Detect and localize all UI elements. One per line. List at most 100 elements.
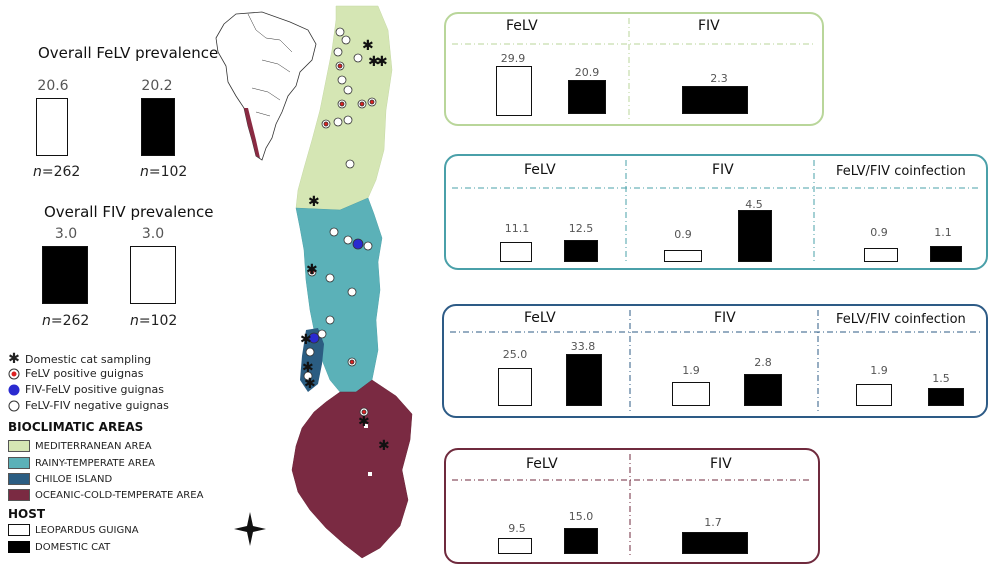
legend-area-mediterranean: MEDITERRANEAN AREA xyxy=(8,440,152,452)
bar-value: 33.8 xyxy=(570,340,596,353)
bar-value: 20.9 xyxy=(574,66,600,79)
overall-felv-title: Overall FeLV prevalence xyxy=(38,44,219,62)
bar-value: 29.9 xyxy=(500,52,526,65)
bar-guigna xyxy=(500,242,532,262)
legend-host-title: HOST xyxy=(8,507,46,521)
south-america-inset-map xyxy=(215,11,317,161)
oceanic-region xyxy=(291,379,413,559)
bar-value: 15.0 xyxy=(568,510,594,523)
rainy-swatch xyxy=(8,457,30,469)
bar-cat xyxy=(564,528,598,554)
bar-cat xyxy=(564,240,598,262)
svg-text:✱: ✱ xyxy=(306,262,318,278)
legend-areas-title: BIOCLIMATIC AREAS xyxy=(8,420,144,434)
domestic-cat-markers: ✱ ✱ ✱ ✱ ✱ ✱ ✱ ✱ ✱ ✱ xyxy=(300,38,390,454)
panel-rainy: FeLV FIV FeLV/FIV coinfection 11.1 12.5 … xyxy=(444,154,988,270)
legend-area-oceanic: OCEANIC-COLD-TEMPERATE AREA xyxy=(8,489,203,501)
bar-guigna xyxy=(664,250,702,262)
bar-value: 0.9 xyxy=(870,226,888,239)
panel-mediterranean-fiv-title: FIV xyxy=(698,18,720,34)
overall-fiv-value-cat: 3.0 xyxy=(141,226,165,242)
bar-value: 4.5 xyxy=(745,198,763,211)
overall-fiv-n-cat: n=102 xyxy=(130,313,178,329)
bar-value: 1.9 xyxy=(870,364,888,377)
svg-text:✱: ✱ xyxy=(368,54,380,70)
blue-dot-icon xyxy=(8,384,20,395)
overall-felv-n-cat: n=102 xyxy=(140,164,188,180)
svg-text:✱: ✱ xyxy=(302,360,314,376)
legend-area-rainy: RAINY-TEMPERATE AREA xyxy=(8,457,155,469)
overall-fiv-title: Overall FIV prevalence xyxy=(44,203,214,221)
bar-value: 25.0 xyxy=(502,348,528,361)
bar-value: 11.1 xyxy=(504,222,530,235)
panel-mediterranean: FeLV FIV 29.9 20.9 2.3 xyxy=(444,12,824,126)
svg-text:✱: ✱ xyxy=(308,194,320,210)
svg-text:✱: ✱ xyxy=(304,376,316,392)
asterisk-icon: ✱ xyxy=(8,351,20,367)
bar-value: 1.1 xyxy=(934,226,952,239)
bar-value: 1.5 xyxy=(932,372,950,385)
bar-guigna xyxy=(496,66,532,116)
panel-oceanic-felv-title: FeLV xyxy=(526,456,558,472)
bar-value: 1.7 xyxy=(704,516,722,529)
overall-fiv-value-guigna: 3.0 xyxy=(54,226,78,242)
bar-guigna xyxy=(498,538,532,554)
overall-felv-value-cat: 20.2 xyxy=(141,78,173,94)
panel-chiloe-dividers xyxy=(450,310,980,412)
bar-cat xyxy=(568,80,606,114)
panel-rainy-coinfection-title: FeLV/FIV coinfection xyxy=(836,164,966,179)
panel-rainy-fiv-title: FIV xyxy=(712,162,734,178)
bar-guigna xyxy=(856,384,892,406)
panel-oceanic-dividers xyxy=(452,454,812,558)
panel-mediterranean-dividers xyxy=(452,18,816,120)
cat-swatch xyxy=(8,541,30,553)
bar-guigna xyxy=(864,248,898,262)
panel-oceanic-fiv-title: FIV xyxy=(710,456,732,472)
legend-area-chiloe: CHILOE ISLAND xyxy=(8,473,112,485)
bar-cat xyxy=(682,532,748,554)
svg-text:✱: ✱ xyxy=(376,54,388,70)
white-dot-icon xyxy=(8,400,20,411)
red-dot-icon xyxy=(8,368,20,379)
legend-felv-positive: FeLV positive guignas xyxy=(8,367,144,380)
overall-felv-value-guigna: 20.6 xyxy=(37,78,69,94)
chiloe-swatch xyxy=(8,473,30,485)
panel-rainy-dividers xyxy=(452,160,980,264)
panel-chiloe-felv-title: FeLV xyxy=(524,310,556,326)
compass-rose-icon xyxy=(234,512,266,546)
svg-text:✱: ✱ xyxy=(362,38,374,54)
oceanic-swatch xyxy=(8,489,30,501)
svg-text:✱: ✱ xyxy=(300,332,312,348)
svg-text:✱: ✱ xyxy=(358,414,370,430)
bar-cat xyxy=(930,246,962,262)
bar-value: 12.5 xyxy=(568,222,594,235)
legend-host-guigna: LEOPARDUS GUIGNA xyxy=(8,524,139,536)
inset-chile-highlight xyxy=(244,108,260,158)
panel-chiloe: FeLV FIV FeLV/FIV coinfection 25.0 33.8 … xyxy=(442,304,988,418)
bar-cat xyxy=(744,374,782,406)
panel-mediterranean-felv-title: FeLV xyxy=(506,18,538,34)
overall-felv-n-guigna: n=262 xyxy=(33,164,81,180)
panel-chiloe-coinfection-title: FeLV/FIV coinfection xyxy=(836,312,966,327)
bar-value: 2.8 xyxy=(754,356,772,369)
guigna-swatch xyxy=(8,524,30,536)
bar-value: 0.9 xyxy=(674,228,692,241)
bar-cat xyxy=(928,388,964,406)
bar-guigna xyxy=(672,382,710,406)
legend-negative: FeLV-FIV negative guignas xyxy=(8,399,169,412)
svg-text:✱: ✱ xyxy=(378,438,390,454)
bar-value: 1.9 xyxy=(682,364,700,377)
bar-cat xyxy=(682,86,748,114)
overall-fiv-bar-cat xyxy=(130,246,176,304)
legend-fiv-felv-positive: FIV-FeLV positive guignas xyxy=(8,383,164,396)
bar-cat xyxy=(738,210,772,262)
sample-markers xyxy=(303,27,377,476)
panel-chiloe-fiv-title: FIV xyxy=(714,310,736,326)
panel-rainy-felv-title: FeLV xyxy=(524,162,556,178)
overall-felv-bar-guigna xyxy=(36,98,68,156)
legend-host-cat: DOMESTIC CAT xyxy=(8,541,110,553)
overall-fiv-n-guigna: n=262 xyxy=(42,313,90,329)
bar-value: 9.5 xyxy=(508,522,526,535)
bar-value: 2.3 xyxy=(710,72,728,85)
